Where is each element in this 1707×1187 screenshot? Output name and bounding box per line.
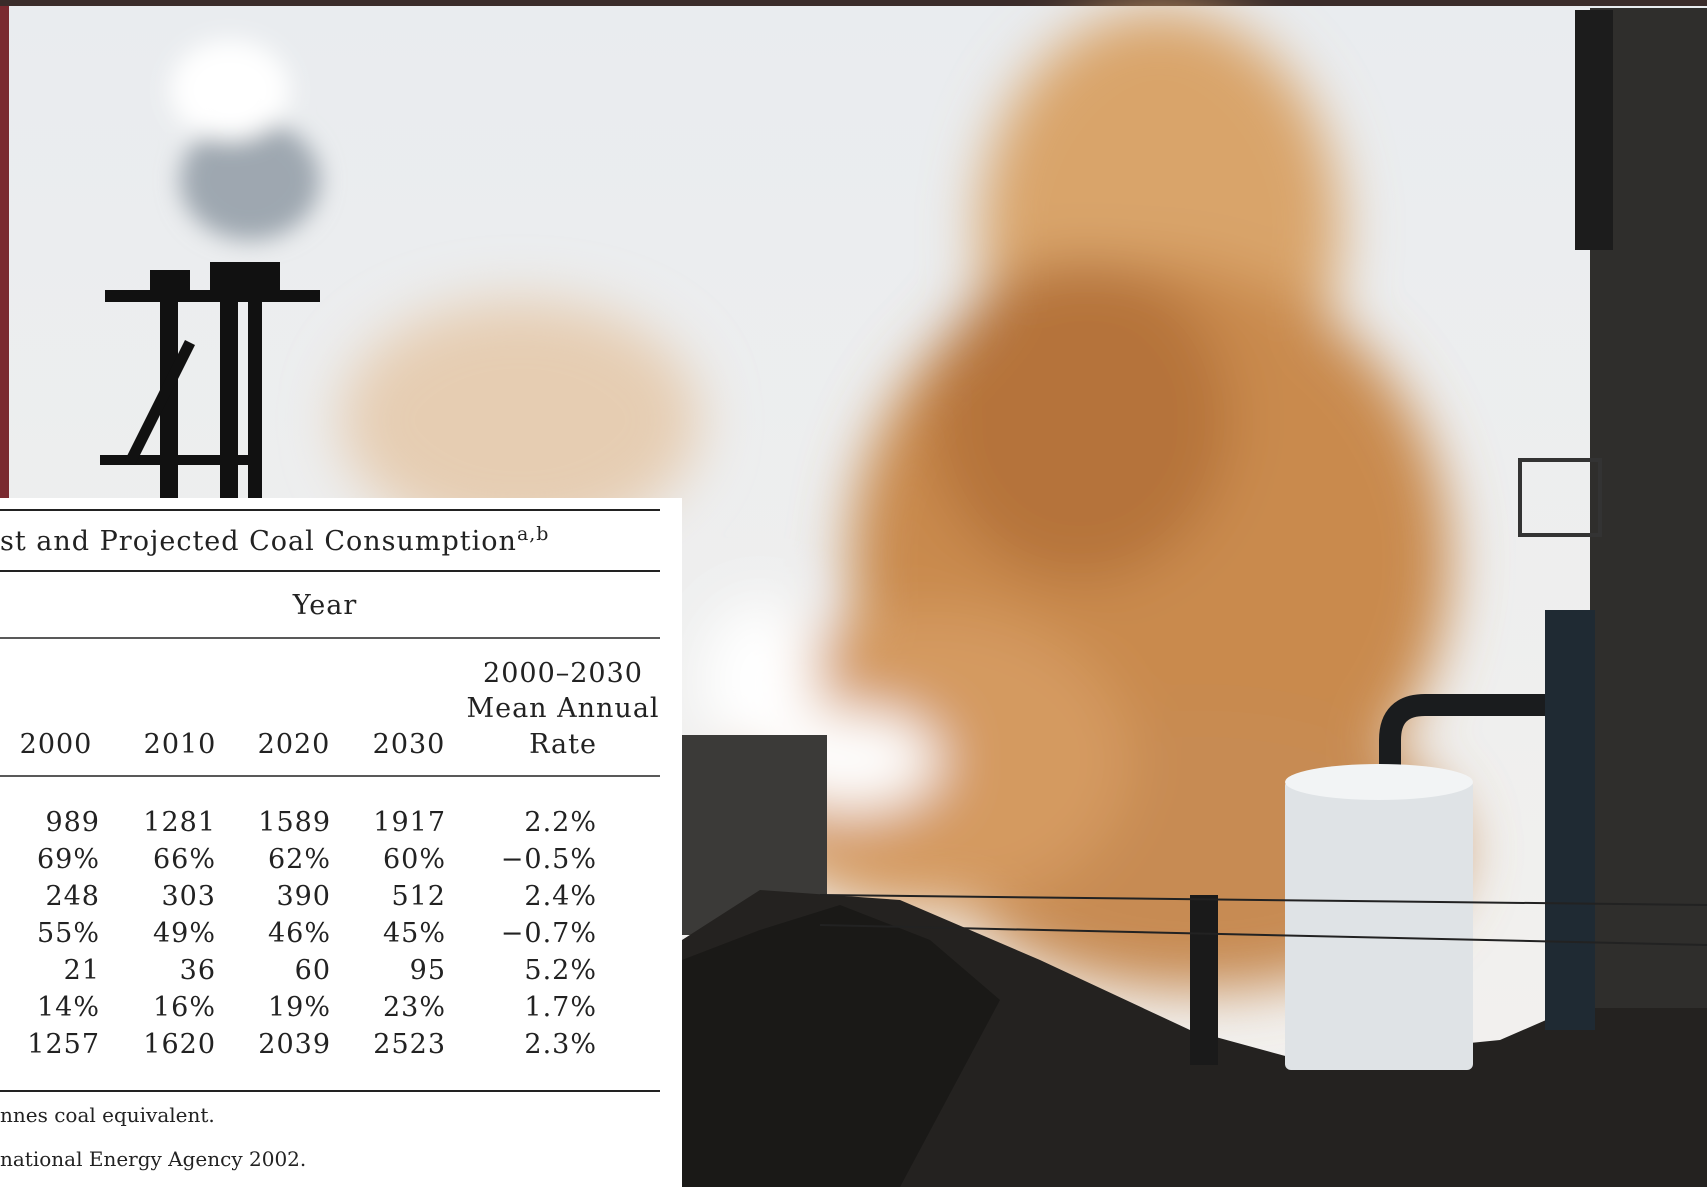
- table-cell: 69%: [37, 844, 100, 875]
- group-header: Year: [292, 590, 357, 621]
- table-cell: 2.4%: [524, 881, 597, 912]
- table-cell: 46%: [268, 918, 331, 949]
- table-cell: 55%: [37, 918, 100, 949]
- column-header: Rate: [529, 729, 597, 760]
- table-cell: −0.7%: [501, 918, 597, 949]
- table-cell: 95: [410, 955, 446, 986]
- table-cell: 14%: [37, 992, 100, 1023]
- table-cell: 60: [295, 955, 331, 986]
- table-cell: 989: [45, 807, 100, 838]
- table-note: national Energy Agency 2002.: [0, 1147, 306, 1171]
- table-cell: 2.2%: [524, 807, 597, 838]
- table-cell: 62%: [268, 844, 331, 875]
- table-cell: 5.2%: [524, 955, 597, 986]
- table-cell: 248: [45, 881, 100, 912]
- table-title: st and Projected Coal Consumptiona,b: [0, 523, 549, 557]
- column-header: 2020: [258, 729, 331, 760]
- table-panel: st and Projected Coal Consumptiona,b Yea…: [0, 498, 682, 1187]
- table-cell: 1589: [258, 807, 331, 838]
- column-header: 2000–2030: [483, 658, 643, 689]
- table-cell: 45%: [383, 918, 446, 949]
- table-cell: 36: [180, 955, 216, 986]
- table-cell: 16%: [153, 992, 216, 1023]
- table-cell: 303: [161, 881, 216, 912]
- table-cell: 390: [276, 881, 331, 912]
- column-header: Mean Annual: [466, 693, 659, 724]
- title-text: st and Projected Coal Consumption: [0, 526, 517, 557]
- table-cell: 1281: [143, 807, 216, 838]
- table-cell: 2039: [258, 1029, 331, 1060]
- table-cell: −0.5%: [501, 844, 597, 875]
- table-cell: 512: [391, 881, 446, 912]
- column-header: 2030: [373, 729, 446, 760]
- table-cell: 66%: [153, 844, 216, 875]
- table-cell: 1257: [27, 1029, 100, 1060]
- table-cell: 19%: [268, 992, 331, 1023]
- table-cell: 2523: [373, 1029, 446, 1060]
- table-cell: 1.7%: [524, 992, 597, 1023]
- table-cell: 49%: [153, 918, 216, 949]
- table-cell: 2.3%: [524, 1029, 597, 1060]
- table-cell: 1620: [143, 1029, 216, 1060]
- table-cell: 21: [64, 955, 100, 986]
- table-cell: 60%: [383, 844, 446, 875]
- table-background: [0, 498, 682, 1187]
- table-note: nnes coal equivalent.: [0, 1103, 215, 1127]
- table-cell: 1917: [373, 807, 446, 838]
- column-header: 2000: [20, 729, 93, 760]
- table-cell: 23%: [383, 992, 446, 1023]
- column-header: 2010: [144, 729, 217, 760]
- title-superscript: a,b: [517, 523, 550, 545]
